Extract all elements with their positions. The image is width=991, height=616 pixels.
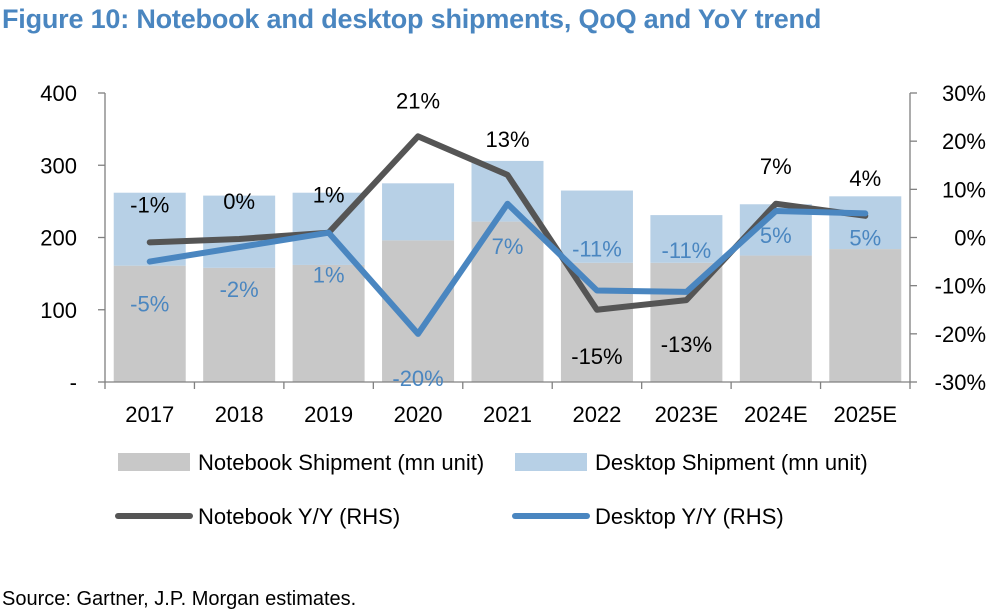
bars-layer — [113, 160, 902, 382]
notebook-yoy-label: -1% — [130, 192, 169, 217]
desktop-bar — [560, 190, 633, 263]
right-tick-label: -30% — [935, 370, 986, 395]
left-tick-label: 300 — [40, 153, 77, 178]
source-note: Source: Gartner, J.P. Morgan estimates. — [2, 588, 357, 610]
desktop-bar — [650, 215, 723, 263]
desktop-yoy-label: -11% — [572, 236, 622, 261]
notebook-bar — [560, 262, 633, 382]
desktop-yoy-label: 7% — [492, 234, 524, 259]
legend-notebook-yoy-label: Notebook Y/Y (RHS) — [198, 504, 400, 529]
axes-layer: - 100 200 300 400 -30% -20% -10% 0% 10% 20% 30% 2017… — [40, 81, 986, 427]
notebook-yoy-label: 4% — [849, 166, 881, 191]
desktop-yoy-label: -20% — [392, 366, 443, 391]
x-tick-label: 2019 — [304, 402, 353, 427]
notebook-bar — [471, 221, 544, 382]
desktop-bar — [203, 195, 276, 268]
legend-desktop-yoy-label: Desktop Y/Y (RHS) — [595, 504, 784, 529]
left-tick-label: - — [70, 370, 77, 395]
legend-notebook-shipment-label: Notebook Shipment (mn unit) — [198, 450, 484, 475]
desktop-yoy-line — [146, 200, 869, 337]
desktop-bar — [382, 183, 455, 241]
desktop-bar — [829, 196, 902, 250]
notebook-yoy-label: -15% — [571, 344, 622, 369]
right-tick-label: -10% — [935, 274, 986, 299]
legend-desktop-shipment-swatch — [515, 453, 587, 471]
notebook-yoy-label: 13% — [485, 127, 529, 152]
x-tick-label: 2024E — [744, 402, 808, 427]
notebook-bar — [650, 262, 723, 382]
right-tick-label: -20% — [935, 322, 986, 347]
right-tick-label: 0% — [954, 226, 986, 251]
notebook-bar — [203, 267, 276, 382]
x-tick-label: 2020 — [394, 402, 443, 427]
notebook-yoy-label: 0% — [223, 189, 255, 214]
desktop-yoy-label: 1% — [313, 263, 345, 288]
desktop-yoy-label: 5% — [849, 225, 881, 250]
labels-layer: -1% 0% 1% 21% 13% -15% -13% 7% 4% -5% -2% 1% -20% 7% -… — [130, 88, 881, 390]
desktop-yoy-label: -5% — [130, 292, 169, 317]
notebook-yoy-label: 21% — [396, 88, 440, 113]
x-tick-label: 2025E — [833, 402, 897, 427]
x-tick-label: 2017 — [125, 402, 174, 427]
legend-notebook-shipment-swatch — [118, 453, 190, 471]
notebook-yoy-label: -13% — [661, 332, 712, 357]
right-tick-label: 30% — [942, 81, 986, 106]
legend-desktop-shipment-label: Desktop Shipment (mn unit) — [595, 450, 868, 475]
right-tick-label: 10% — [942, 177, 986, 202]
notebook-bar — [292, 264, 365, 382]
x-tick-label: 2022 — [572, 402, 621, 427]
notebook-yoy-label: 1% — [313, 183, 345, 208]
notebook-bar — [739, 255, 812, 382]
desktop-yoy-label: -2% — [220, 277, 259, 302]
chart-title: Figure 10: Notebook and desktop shipment… — [2, 4, 822, 34]
notebook-bar — [113, 265, 186, 382]
left-tick-label: 100 — [40, 298, 77, 323]
left-tick-label: 400 — [40, 81, 77, 106]
legend: Notebook Shipment (mn unit) Desktop Shipm… — [115, 450, 868, 529]
notebook-bar — [829, 249, 902, 382]
desktop-bar — [113, 192, 186, 266]
notebook-yoy-label: 7% — [760, 154, 792, 179]
x-tick-label: 2018 — [215, 402, 264, 427]
notebook-bar — [382, 240, 455, 382]
x-tick-label: 2021 — [483, 402, 532, 427]
x-tick-label: 2023E — [655, 402, 719, 427]
left-tick-label: 200 — [40, 226, 77, 251]
lines-layer — [146, 133, 869, 337]
desktop-yoy-label: -11% — [662, 238, 712, 263]
desktop-yoy-label: 5% — [760, 223, 792, 248]
right-tick-label: 20% — [942, 129, 986, 154]
